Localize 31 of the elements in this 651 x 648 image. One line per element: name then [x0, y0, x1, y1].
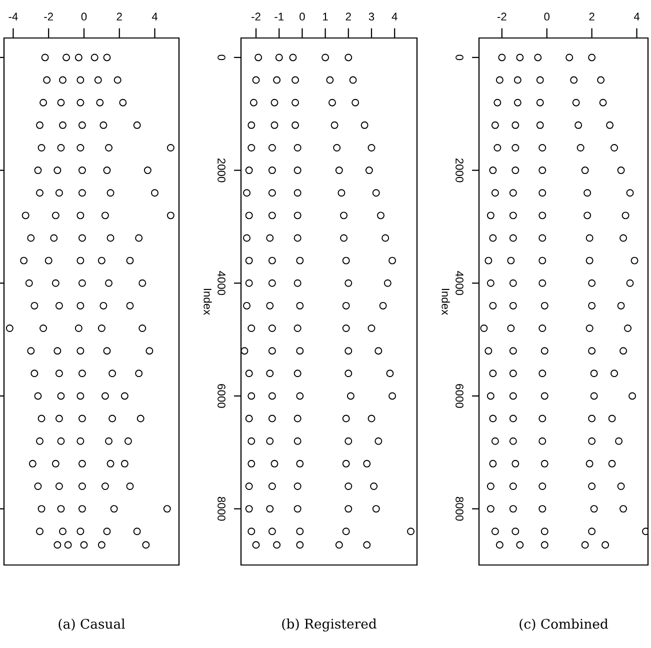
x-tick-label: 2	[346, 12, 351, 20]
y-tick-label: 4000	[218, 271, 226, 296]
x-tick-label: 0	[544, 12, 550, 21]
text: (a) Casual	[58, 618, 125, 631]
x-tick-label: 0	[300, 12, 305, 21]
y-tick-label: 4000	[456, 271, 464, 296]
x-tick-label: 4	[152, 12, 158, 20]
y-tick-label: 6000	[456, 384, 464, 408]
x-tick-label: -1	[274, 12, 284, 20]
x-tick-label: 3	[368, 12, 374, 21]
y-tick-label: 8000	[456, 496, 464, 521]
y-tick-label: 2000	[218, 158, 226, 182]
text: (c) Combined	[520, 618, 608, 631]
y-axis-title: Index	[204, 288, 212, 315]
x-tick-label: 1	[323, 12, 328, 20]
y-tick-label: 2000	[456, 158, 464, 182]
x-tick-label: 2	[589, 12, 594, 20]
x-tick-label: 4	[634, 12, 640, 20]
x-tick-label: 4	[392, 12, 398, 20]
x-tick-label: -4	[8, 12, 18, 20]
y-tick-label: 8000	[218, 496, 226, 521]
x-tick-label: 2	[116, 12, 122, 20]
y-tick-label: 0	[456, 54, 464, 60]
y-tick-label: 0	[218, 54, 226, 60]
x-tick-label: -2	[497, 12, 506, 20]
y-axis-title: Index	[442, 288, 450, 315]
text: (b) Registered	[282, 618, 377, 632]
x-tick-label: 0	[81, 12, 87, 21]
x-tick-label: -2	[252, 12, 260, 20]
y-tick-label: 6000	[218, 384, 226, 408]
x-tick-label: -2	[44, 12, 53, 20]
